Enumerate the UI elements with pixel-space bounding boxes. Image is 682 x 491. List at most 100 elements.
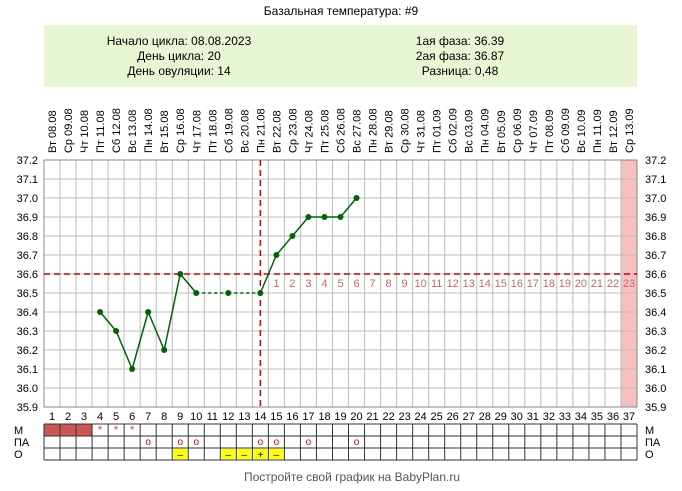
date-label: Сб 12.08 — [111, 108, 123, 153]
temp-line — [115, 330, 133, 370]
post-ovulation-day: 3 — [305, 278, 311, 290]
day-number: 1 — [49, 411, 55, 423]
temp-line — [147, 311, 165, 351]
day-number: 29 — [495, 411, 507, 423]
intercourse-mark: o — [258, 437, 264, 448]
temp-point — [321, 214, 328, 220]
post-ovulation-day: 23 — [623, 278, 635, 290]
y-tick-left: 37.0 — [17, 193, 38, 205]
plot-frame — [43, 159, 638, 408]
date-label: Пн 28.08 — [368, 108, 380, 153]
day-number: 9 — [177, 411, 183, 423]
y-tick-right: 36.4 — [645, 307, 666, 319]
date-label: Ср 16.08 — [175, 108, 187, 153]
date-label: Вс 13.08 — [127, 110, 139, 153]
temp-line — [163, 273, 181, 351]
date-label: Сб 19.08 — [223, 108, 235, 153]
y-tick-right: 36.1 — [645, 364, 666, 376]
ovulation-day: День овуляции: 14 — [127, 64, 231, 78]
day-number: 16 — [286, 411, 298, 423]
date-label: Пн 14.08 — [143, 108, 155, 153]
date-label: Пт 01.09 — [432, 109, 444, 153]
post-ovulation-day: 5 — [337, 278, 343, 290]
y-tick-right: 36.6 — [645, 269, 666, 281]
post-ovulation-day: 19 — [559, 278, 571, 290]
y-tick-left: 36.8 — [17, 231, 38, 243]
row-label-right: О — [645, 449, 654, 461]
temp-point — [257, 290, 264, 296]
date-label: Вт 08.08 — [47, 110, 59, 153]
y-tick-right: 36.3 — [645, 326, 666, 338]
post-ovulation-day: 6 — [353, 278, 359, 290]
chart-body: 35.9 35.9 36.0 36.0 36.1 36.1 36.2 36.2 36.3 36.3… — [14, 108, 666, 461]
day-number: 23 — [398, 411, 410, 423]
day-number: 6 — [129, 411, 135, 423]
day-number: 28 — [479, 411, 491, 423]
temp-point — [129, 366, 136, 372]
spotting-star: * — [98, 423, 103, 437]
day-number: 36 — [607, 411, 619, 423]
temp-point — [337, 214, 344, 220]
intercourse-mark: o — [354, 437, 360, 448]
day-number: 20 — [350, 411, 362, 423]
intercourse-mark: o — [306, 437, 312, 448]
date-label: Ср 06.09 — [512, 108, 524, 153]
day-number: 25 — [431, 411, 443, 423]
day-number: 2 — [65, 411, 71, 423]
date-label: Ср 09.08 — [63, 108, 75, 153]
post-ovulation-day: 12 — [447, 278, 459, 290]
menses-cell — [60, 424, 77, 436]
date-label: Пт 11.08 — [95, 110, 107, 153]
day-number: 14 — [254, 411, 266, 423]
y-tick-left: 36.6 — [17, 269, 38, 281]
day-number: 15 — [270, 411, 282, 423]
temp-point — [305, 214, 312, 220]
date-label: Сб 02.09 — [448, 108, 460, 153]
y-tick-right: 36.0 — [645, 383, 666, 395]
post-ovulation-day: 15 — [495, 278, 507, 290]
row-label-left: О — [14, 449, 23, 461]
y-tick-left: 37.2 — [17, 155, 38, 167]
temp-line — [179, 273, 197, 294]
post-ovulation-day: 7 — [369, 278, 375, 290]
date-label: Пн 04.09 — [480, 108, 492, 153]
day-number: 24 — [415, 411, 427, 423]
post-ovulation-day: 13 — [463, 278, 475, 290]
date-label: Чт 31.08 — [416, 110, 428, 153]
y-tick-right: 36.2 — [645, 345, 666, 357]
date-label: Пн 11.09 — [592, 109, 604, 153]
temp-point — [113, 328, 120, 334]
day-number: 33 — [559, 411, 571, 423]
ovulation-test-mark: – — [242, 450, 248, 461]
y-tick-left: 36.9 — [17, 212, 38, 224]
temp-point — [193, 290, 200, 296]
ovulation-test-mark: – — [274, 450, 280, 461]
menses-cell — [76, 424, 93, 436]
cycle-start: Начало цикла: 08.08.2023 — [107, 34, 252, 48]
menses-cell — [44, 424, 61, 436]
footer-link[interactable]: Постройте свой график на BabyPlan.ru — [244, 470, 460, 484]
y-tick-left: 35.9 — [17, 402, 38, 414]
day-number: 4 — [97, 411, 103, 423]
date-label: Чт 17.08 — [191, 110, 203, 153]
date-label: Пт 25.08 — [319, 109, 331, 153]
ovulation-test-cell — [173, 449, 188, 459]
day-number: 8 — [161, 411, 167, 423]
date-label: Вс 20.08 — [239, 110, 251, 153]
day-number: 10 — [190, 411, 202, 423]
ovulation-test-mark: – — [226, 450, 232, 461]
temp-line — [99, 311, 117, 332]
intercourse-mark: o — [177, 437, 183, 448]
day-number: 3 — [81, 411, 87, 423]
post-ovulation-day: 1 — [273, 278, 279, 290]
temp-line — [275, 235, 293, 256]
date-label: Вс 03.09 — [464, 110, 476, 153]
row-label-right: ПА — [645, 437, 661, 449]
day-number: 12 — [222, 411, 234, 423]
day-number: 19 — [334, 411, 346, 423]
row-label-right: М — [645, 425, 654, 437]
day-number: 22 — [382, 411, 394, 423]
day-number: 37 — [623, 411, 635, 423]
y-tick-left: 36.3 — [17, 326, 38, 338]
